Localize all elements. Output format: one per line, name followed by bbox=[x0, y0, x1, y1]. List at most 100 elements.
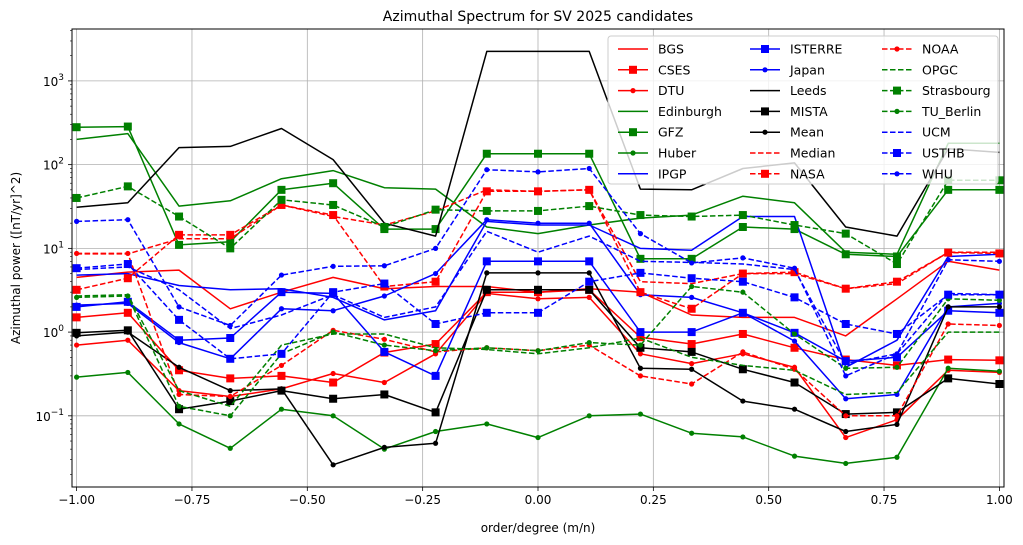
data-point bbox=[892, 252, 901, 261]
y-tick-exponent: −1 bbox=[51, 408, 64, 418]
data-point bbox=[74, 218, 80, 224]
legend-box bbox=[607, 35, 999, 185]
legend-marker bbox=[894, 46, 900, 52]
data-point bbox=[226, 244, 235, 253]
data-point bbox=[790, 293, 799, 302]
legend-marker bbox=[761, 169, 769, 178]
data-point bbox=[330, 370, 336, 377]
data-point bbox=[125, 293, 131, 299]
y-tick-exponent: 2 bbox=[58, 157, 64, 167]
data-point bbox=[381, 336, 387, 342]
data-point bbox=[892, 353, 901, 362]
data-point bbox=[278, 386, 285, 392]
data-point bbox=[944, 185, 953, 194]
data-point bbox=[123, 182, 132, 191]
data-point bbox=[996, 258, 1002, 264]
data-point bbox=[586, 413, 592, 419]
data-point bbox=[944, 290, 953, 299]
data-point bbox=[482, 149, 491, 158]
legend-marker bbox=[762, 129, 768, 135]
data-point bbox=[432, 348, 439, 354]
legend-label: Leeds bbox=[790, 83, 827, 98]
data-point bbox=[687, 254, 696, 263]
legend-item: MISTA bbox=[750, 104, 828, 119]
series-usthb bbox=[72, 260, 1004, 363]
data-point bbox=[277, 185, 286, 194]
data-point bbox=[738, 277, 747, 286]
data-point bbox=[944, 355, 953, 364]
data-point bbox=[945, 304, 951, 310]
data-point bbox=[74, 342, 80, 348]
legend-label: NASA bbox=[790, 166, 825, 181]
data-point bbox=[534, 187, 542, 196]
data-point bbox=[176, 339, 182, 346]
series-line bbox=[76, 293, 1000, 408]
data-point bbox=[586, 339, 592, 346]
data-point bbox=[226, 237, 235, 246]
data-point bbox=[74, 294, 80, 300]
data-point bbox=[790, 378, 799, 387]
data-point bbox=[894, 413, 900, 419]
data-point bbox=[996, 322, 1002, 329]
data-point bbox=[277, 195, 286, 204]
legend-marker bbox=[761, 107, 769, 116]
data-point bbox=[72, 328, 81, 337]
data-point bbox=[996, 304, 1002, 310]
data-point bbox=[738, 222, 747, 231]
data-point bbox=[431, 408, 440, 417]
legend-label: Huber bbox=[658, 146, 697, 161]
x-tick-label: 0.25 bbox=[640, 493, 667, 507]
legend-label: Median bbox=[790, 146, 835, 161]
data-point bbox=[738, 211, 747, 220]
data-point bbox=[431, 205, 440, 214]
data-point bbox=[995, 176, 1004, 185]
data-point bbox=[227, 445, 233, 451]
data-point bbox=[586, 165, 592, 172]
data-point bbox=[72, 193, 81, 202]
data-point bbox=[995, 379, 1004, 388]
data-point bbox=[535, 296, 541, 302]
y-tick-label: 102 bbox=[43, 157, 64, 173]
data-point bbox=[175, 212, 184, 221]
data-point bbox=[74, 333, 80, 339]
data-point bbox=[381, 444, 387, 450]
data-point bbox=[431, 340, 440, 349]
series-leeds bbox=[76, 50, 1000, 237]
data-point bbox=[687, 347, 696, 356]
data-point bbox=[689, 361, 695, 367]
x-tick-label: 0.00 bbox=[525, 493, 552, 507]
data-point bbox=[995, 185, 1004, 194]
axes-layer: −1.00 −0.75 −0.50 −0.25 0.00 0.25 0.50 0.75 1.00… bbox=[35, 30, 1013, 507]
y-tick-base: 10 bbox=[43, 75, 58, 89]
data-point bbox=[585, 285, 594, 294]
data-point bbox=[637, 342, 644, 348]
data-point bbox=[689, 381, 695, 387]
data-point bbox=[585, 185, 594, 194]
data-point bbox=[176, 421, 182, 427]
data-point bbox=[841, 357, 850, 366]
legend-label: MISTA bbox=[790, 104, 828, 119]
data-point bbox=[380, 390, 389, 399]
data-point bbox=[636, 288, 645, 297]
data-point bbox=[123, 260, 132, 269]
legend-label: IPGP bbox=[658, 166, 687, 181]
legend-label: WHU bbox=[922, 166, 953, 181]
data-point bbox=[791, 331, 798, 337]
data-point bbox=[330, 308, 336, 314]
data-point bbox=[894, 351, 900, 357]
data-point bbox=[843, 434, 849, 441]
data-point bbox=[738, 269, 747, 278]
data-point bbox=[586, 270, 592, 276]
data-point bbox=[790, 268, 799, 277]
data-point bbox=[74, 374, 80, 380]
data-point bbox=[892, 329, 901, 338]
data-point bbox=[585, 277, 594, 286]
data-point bbox=[791, 265, 798, 271]
data-point bbox=[431, 371, 440, 380]
data-point bbox=[689, 430, 695, 436]
legend-marker bbox=[893, 86, 901, 95]
series-huber bbox=[74, 365, 1002, 467]
legend-item: DTU bbox=[618, 83, 684, 98]
data-point bbox=[278, 306, 285, 312]
data-point bbox=[123, 308, 132, 317]
